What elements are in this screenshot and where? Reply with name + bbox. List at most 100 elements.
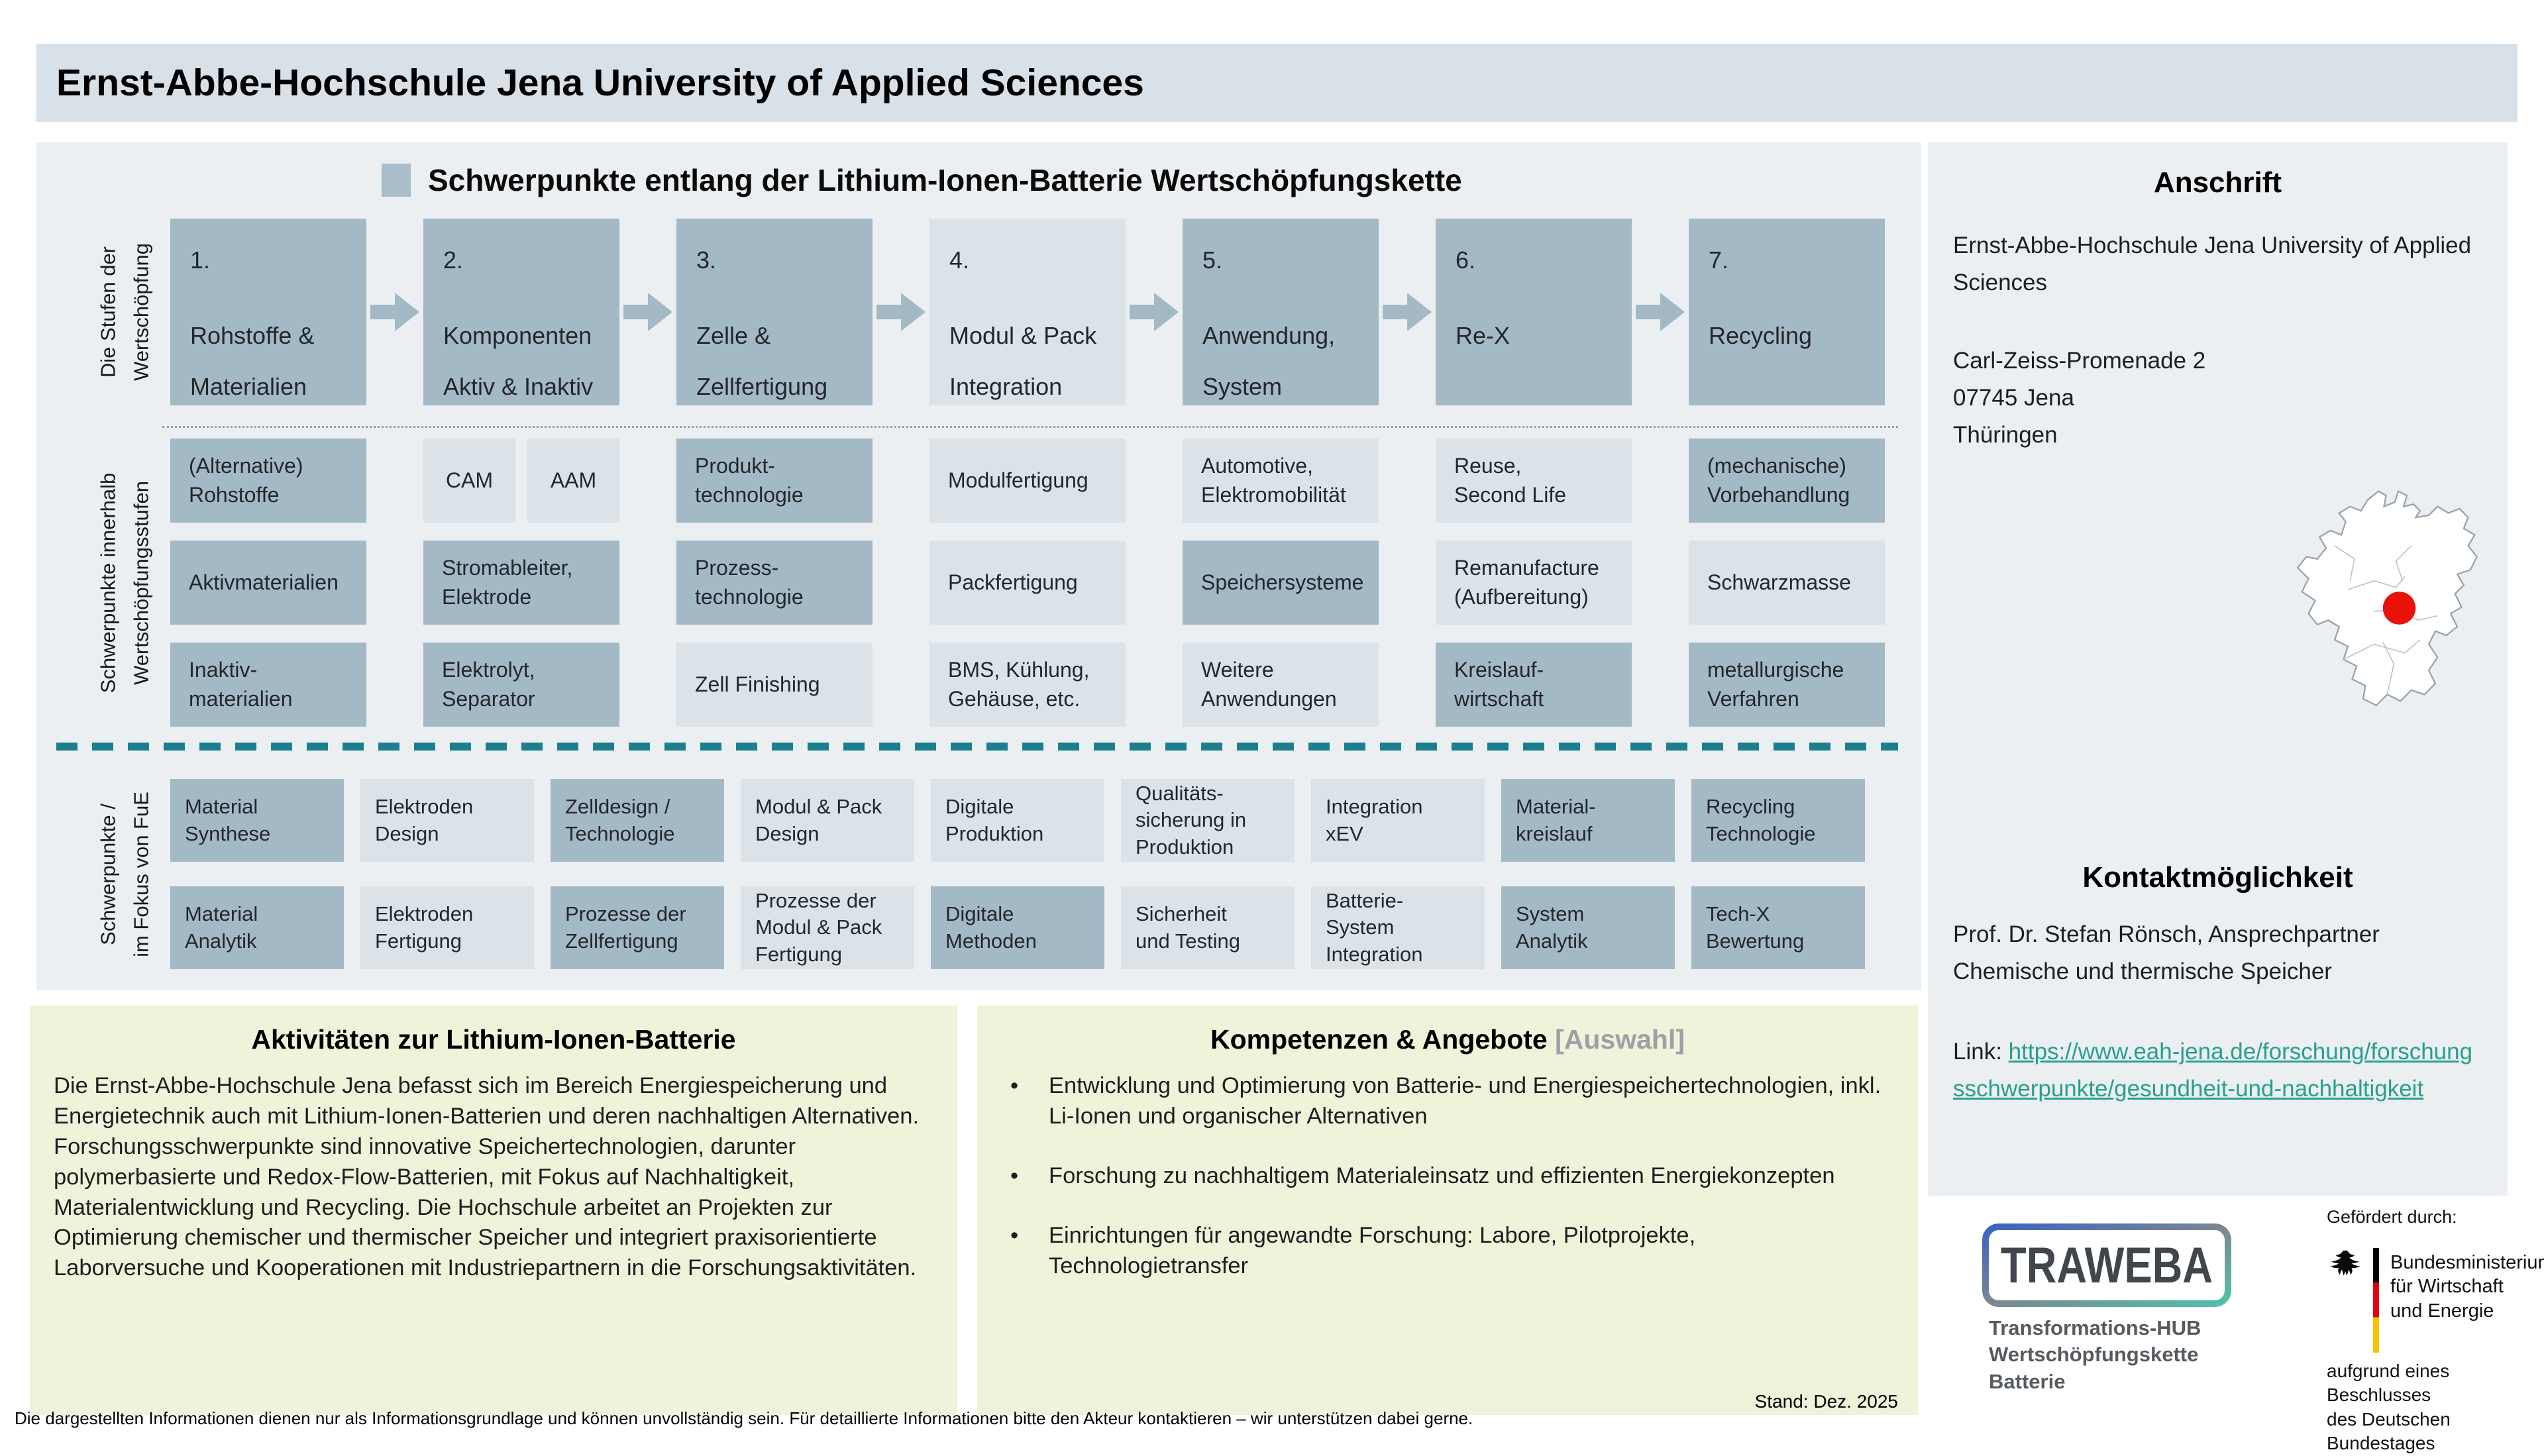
stage-label: Komponenten Aktiv & Inaktiv — [443, 322, 594, 401]
federal-eagle-icon — [2323, 1247, 2364, 1288]
focus-box: Elektroden Fertigung — [360, 886, 534, 969]
focus-box: Digitale Methoden — [931, 886, 1104, 969]
stage-label: Zelle & Zellfertigung — [696, 322, 828, 401]
focus-box: Material Synthese — [170, 779, 344, 862]
stage-box-6: 6. Re-X — [1436, 219, 1632, 405]
sub-box: Elektrolyt, Separator — [423, 643, 619, 727]
funding-note: aufgrund eines Beschlusses des Deutschen… — [2327, 1361, 2451, 1454]
focus-box: Batterie- System Integration — [1311, 886, 1485, 969]
sub-box: Schwarzmasse — [1689, 541, 1885, 625]
stage-number: 6. — [1456, 246, 1476, 274]
address-title: Anschrift — [2153, 166, 2282, 199]
competence-bullet-text: Forschung zu nachhaltigem Materialeinsat… — [1049, 1163, 1835, 1188]
traweba-subtitle: Transformations-HUB Wertschöpfungskette … — [1989, 1316, 2201, 1393]
focus-box: Zelldesign / Technologie — [551, 779, 724, 862]
activities-body: Die Ernst-Abbe-Hochschule Jena befasst s… — [54, 1073, 920, 1281]
stage-number: 2. — [443, 246, 464, 274]
page-title: Ernst-Abbe-Hochschule Jena University of… — [56, 62, 1144, 104]
side-label-rd-focus: Schwerpunkte / im Fokus von FuE — [96, 792, 152, 957]
stage-label: Recycling — [1709, 322, 1813, 349]
stage-label: Re-X — [1456, 322, 1510, 349]
focus-grid: Material Synthese Elektroden Design Zell… — [170, 779, 1865, 969]
side-label-sub-focus: Schwerpunkte innerhalb Wertschöpfungsstu… — [96, 472, 152, 694]
contact-link-row: Link: https://www.eah-jena.de/forschung/… — [1953, 1033, 2483, 1108]
sub-box: BMS, Kühlung, Gehäuse, etc. — [929, 643, 1126, 727]
traweba-logo: TRAWEBA — [1981, 1222, 2233, 1312]
focus-box: Prozesse der Modul & Pack Fertigung — [741, 886, 914, 969]
address-org: Ernst-Abbe-Hochschule Jena University of… — [1953, 233, 2472, 295]
focus-box: Material- kreislauf — [1501, 779, 1675, 862]
teal-dashed-divider — [56, 743, 1898, 751]
contact-person: Prof. Dr. Stefan Rönsch, Ansprechpartner… — [1953, 921, 2380, 984]
value-chain-grid: 1. Rohstoffe & Materialien 2. Komponente… — [170, 219, 1885, 727]
contact-link[interactable]: https://www.eah-jena.de/forschung/forsch… — [1953, 1039, 2473, 1102]
sub-box-cam: CAM — [423, 439, 515, 523]
contact-title: Kontaktmöglichkeit — [2082, 861, 2353, 894]
sub-box: (Alternative) Rohstoffe — [170, 439, 366, 523]
focus-box: System Analytik — [1501, 886, 1675, 969]
focus-box: Prozesse der Zellfertigung — [551, 886, 724, 969]
bullet-icon: • — [1010, 1163, 1019, 1188]
stage-box-3: 3. Zelle & Zellfertigung — [676, 219, 873, 405]
traweba-wordmark: TRAWEBA — [2001, 1237, 2213, 1294]
funding-heading: Gefördert durch: — [2327, 1207, 2457, 1227]
address-lines: Carl-Zeiss-Promenade 2 07745 Jena Thürin… — [1953, 348, 2206, 448]
focus-box: Material Analytik — [170, 886, 344, 969]
german-flag-stripe-icon — [2373, 1248, 2379, 1353]
sub-box-aam: AAM — [527, 439, 619, 523]
focus-box: Tech-X Bewertung — [1691, 886, 1865, 969]
sub-box: Modulfertigung — [929, 439, 1126, 523]
value-chain-panel: Schwerpunkte entlang der Lithium-Ionen-B… — [36, 142, 1921, 990]
sub-box: (mechanische) Vorbehandlung — [1689, 439, 1885, 523]
sub-box: Zell Finishing — [676, 643, 873, 727]
focus-box: Sicherheit und Testing — [1121, 886, 1295, 969]
sub-box: Prozess- technologie — [676, 541, 873, 625]
competence-bullet: • Entwicklung und Optimierung von Batter… — [1006, 1071, 1889, 1132]
focus-box: Modul & Pack Design — [741, 779, 914, 862]
focus-box: Qualitäts- sicherung in Produktion — [1121, 779, 1295, 862]
focus-box: Digitale Produktion — [931, 779, 1104, 862]
address-block: Ernst-Abbe-Hochschule Jena University of… — [1953, 227, 2483, 454]
diagram-title-row: Schwerpunkte entlang der Lithium-Ionen-B… — [382, 162, 1462, 198]
stage-box-2: 2. Komponenten Aktiv & Inaktiv — [423, 219, 619, 405]
competence-bullet: • Forschung zu nachhaltigem Materialeins… — [1006, 1161, 1889, 1192]
focus-box: Elektroden Design — [360, 779, 534, 862]
square-bullet-icon — [382, 164, 411, 197]
stage-number: 5. — [1202, 246, 1223, 274]
bullet-icon: • — [1010, 1073, 1019, 1098]
sub-box: Reuse, Second Life — [1436, 439, 1632, 523]
activities-title: Aktivitäten zur Lithium-Ionen-Batterie — [251, 1024, 736, 1055]
footer-disclaimer: Die dargestellten Informationen dienen n… — [15, 1408, 1473, 1428]
sub-box: metallurgische Verfahren — [1689, 643, 1885, 727]
competences-title-main: Kompetenzen & Angebote — [1210, 1024, 1548, 1055]
header-band: Ernst-Abbe-Hochschule Jena University of… — [36, 44, 2518, 122]
competence-bullet-text: Einrichtungen für angewandte Forschung: … — [1049, 1222, 1696, 1278]
stage-box-1: 1. Rohstoffe & Materialien — [170, 219, 366, 405]
stage-number: 3. — [696, 246, 717, 274]
date-stamp: Stand: Dez. 2025 — [1754, 1391, 1898, 1412]
sub-box: Aktivmaterialien — [170, 541, 366, 625]
competences-title-suffix: [Auswahl] — [1547, 1024, 1685, 1055]
stage-box-5: 5. Anwendung, System — [1183, 219, 1379, 405]
side-label-stages: Die Stufen der Wertschöpfung — [96, 243, 152, 381]
activities-panel: Aktivitäten zur Lithium-Ionen-Batterie D… — [30, 1006, 957, 1415]
sub-box: Kreislauf- wirtschaft — [1436, 643, 1632, 727]
dotted-divider — [162, 426, 1898, 428]
sub-box: Weitere Anwendungen — [1183, 643, 1379, 727]
stage-box-4: 4. Modul & Pack Integration — [929, 219, 1126, 405]
ministry-name: Bundesministerium für Wirtschaft und Ene… — [2390, 1252, 2544, 1322]
stage-label: Anwendung, System — [1202, 322, 1336, 401]
sub-box: Speichersysteme — [1183, 541, 1379, 625]
stage-box-7: 7. Recycling — [1689, 219, 1885, 405]
stage-number: 7. — [1709, 246, 1729, 274]
bullet-icon: • — [1010, 1222, 1019, 1248]
germany-map — [2282, 452, 2501, 770]
sub-box: Remanufacture (Aufbereitung) — [1436, 541, 1632, 625]
sub-box: Produkt- technologie — [676, 439, 873, 523]
sub-box: Packfertigung — [929, 541, 1126, 625]
competences-title: Kompetenzen & Angebote [Auswahl] — [1006, 1024, 1889, 1055]
location-marker-jena — [2382, 592, 2416, 625]
competences-panel: Kompetenzen & Angebote [Auswahl] • Entwi… — [977, 1006, 1918, 1415]
stage-label: Rohstoffe & Materialien — [190, 322, 315, 401]
diagram-title: Schwerpunkte entlang der Lithium-Ionen-B… — [428, 163, 1462, 197]
